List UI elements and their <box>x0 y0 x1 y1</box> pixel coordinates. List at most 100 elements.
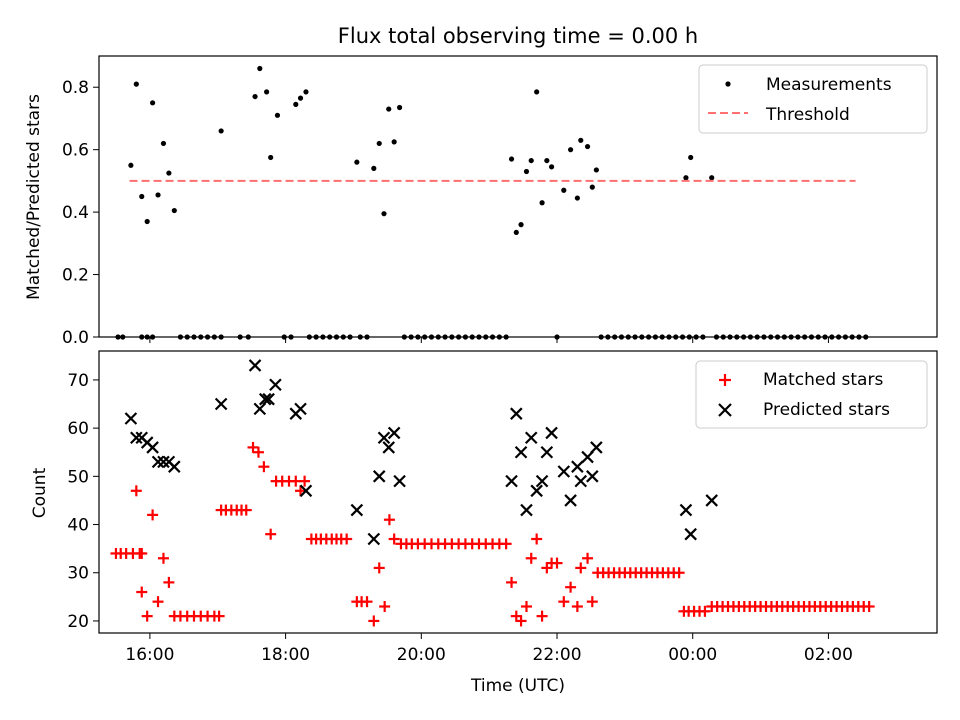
bottom-y-ticks: 20 30 40 50 60 70 <box>67 371 99 632</box>
legend-threshold-label: Threshold <box>765 105 850 125</box>
predicted-star-marker <box>520 503 533 517</box>
measurement-point <box>528 157 534 164</box>
measurement-point <box>567 147 574 153</box>
top-legend-box <box>698 64 928 134</box>
bottom-y-tick-label: 50 <box>67 467 89 487</box>
predicted-star-marker <box>530 484 543 498</box>
top-x-ticks <box>149 337 829 343</box>
top-y-tick-label: 0.4 <box>62 203 89 223</box>
measurement-point <box>574 195 580 201</box>
bottom-x-tick-label: 00:00 <box>668 645 717 665</box>
matched-star-marker <box>551 557 563 569</box>
measurement-point <box>171 207 177 214</box>
matched-star-marker <box>299 475 311 487</box>
predicted-star-marker <box>679 503 693 517</box>
measurement-point <box>274 112 281 118</box>
measurement-point <box>589 184 595 190</box>
predicted-star-marker <box>535 474 549 488</box>
predicted-star-marker <box>557 465 571 478</box>
measurement-point <box>166 170 172 176</box>
predicted-star-marker <box>258 392 272 406</box>
matched-star-marker <box>500 538 512 550</box>
bottom-x-tick-label: 22:00 <box>533 645 582 665</box>
measurement-point <box>218 128 224 134</box>
measurement-point <box>133 81 139 87</box>
matched-star-marker <box>515 615 527 627</box>
matched-star-marker <box>147 509 159 521</box>
measurement-point <box>303 89 309 95</box>
measurement-point <box>513 229 519 236</box>
predicted-star-marker <box>510 407 523 420</box>
predicted-star-marker <box>124 412 138 425</box>
legend-measurements-marker <box>725 81 731 87</box>
matched-star-marker <box>258 461 270 473</box>
matched-star-marker <box>506 576 518 588</box>
predicted-star-marker <box>350 503 364 517</box>
measurement-point <box>683 175 689 181</box>
measurement-point <box>371 165 377 171</box>
bottom-x-tick-label: 16:00 <box>125 645 174 665</box>
matched-star-marker <box>388 533 400 545</box>
matched-star-marker <box>368 615 380 627</box>
predicted-star-marker <box>248 359 262 372</box>
bottom-y-tick-label: 40 <box>67 516 89 536</box>
matched-star-marker <box>163 576 175 588</box>
matched-star-marker <box>361 596 373 608</box>
top-y-tick-label: 0.0 <box>62 328 89 348</box>
predicted-star-marker <box>705 494 719 507</box>
legend-predicted-label: Predicted stars <box>763 400 890 420</box>
measurement-point <box>544 157 550 164</box>
predicted-star-marker <box>253 402 267 416</box>
measurement-point <box>539 200 545 206</box>
measurement-point <box>139 193 145 200</box>
matched-star-marker <box>213 610 225 622</box>
measurement-point <box>534 89 540 95</box>
matched-star-marker <box>136 547 148 559</box>
bottom-y-tick-label: 70 <box>67 371 89 391</box>
predicted-star-marker <box>514 445 528 459</box>
measurement-point <box>584 143 591 150</box>
predicted-star-marker <box>505 474 518 488</box>
bottom-x-tick-label: 18:00 <box>261 645 310 665</box>
matched-star-marker <box>136 586 148 598</box>
chart-title: Flux total observing time = 0.00 h <box>338 24 698 48</box>
matched-star-marker <box>520 600 532 612</box>
matched-star-marker <box>247 441 259 453</box>
predicted-star-marker <box>571 460 584 473</box>
legend-matched-marker <box>719 374 731 386</box>
measurement-point <box>160 140 167 147</box>
matched-star-marker <box>373 562 385 574</box>
bottom-axes-frame <box>98 350 938 634</box>
matched-star-marker <box>240 504 252 516</box>
legend-matched-label: Matched stars <box>763 370 883 390</box>
measurement-point <box>354 159 360 165</box>
measurement-point <box>257 65 263 72</box>
matched-star-marker <box>699 605 711 617</box>
predicted-star-marker <box>262 392 275 406</box>
measurement-point <box>252 93 258 100</box>
bottom-y-tick-label: 20 <box>67 612 89 632</box>
measurement-point <box>376 140 382 147</box>
bottom-y-tick-label: 30 <box>67 564 89 584</box>
top-legend: Measurements Threshold <box>698 64 928 134</box>
matched-star-marker <box>141 610 153 622</box>
predicted-star-marker <box>524 431 538 445</box>
measurement-point <box>144 218 150 225</box>
top-axes-frame <box>98 55 938 338</box>
matched-star-marker <box>571 600 583 612</box>
matched-star-marker <box>558 596 570 608</box>
bottom-legend: Matched stars Predicted stars <box>695 360 928 429</box>
matched-star-marker <box>341 533 353 545</box>
measurement-point <box>688 154 694 161</box>
top-y-tick-label: 0.2 <box>62 266 89 286</box>
measurement-point <box>391 139 397 145</box>
matched-star-marker <box>575 562 587 574</box>
top-y-ticks: 0.0 0.2 0.4 0.6 0.8 <box>62 78 99 348</box>
measurement-point <box>593 167 599 173</box>
predicted-star-marker <box>146 441 159 454</box>
bottom-y-axis-label: Count <box>30 467 50 518</box>
predicted-star-marker <box>377 431 391 445</box>
measurement-point <box>508 156 515 162</box>
